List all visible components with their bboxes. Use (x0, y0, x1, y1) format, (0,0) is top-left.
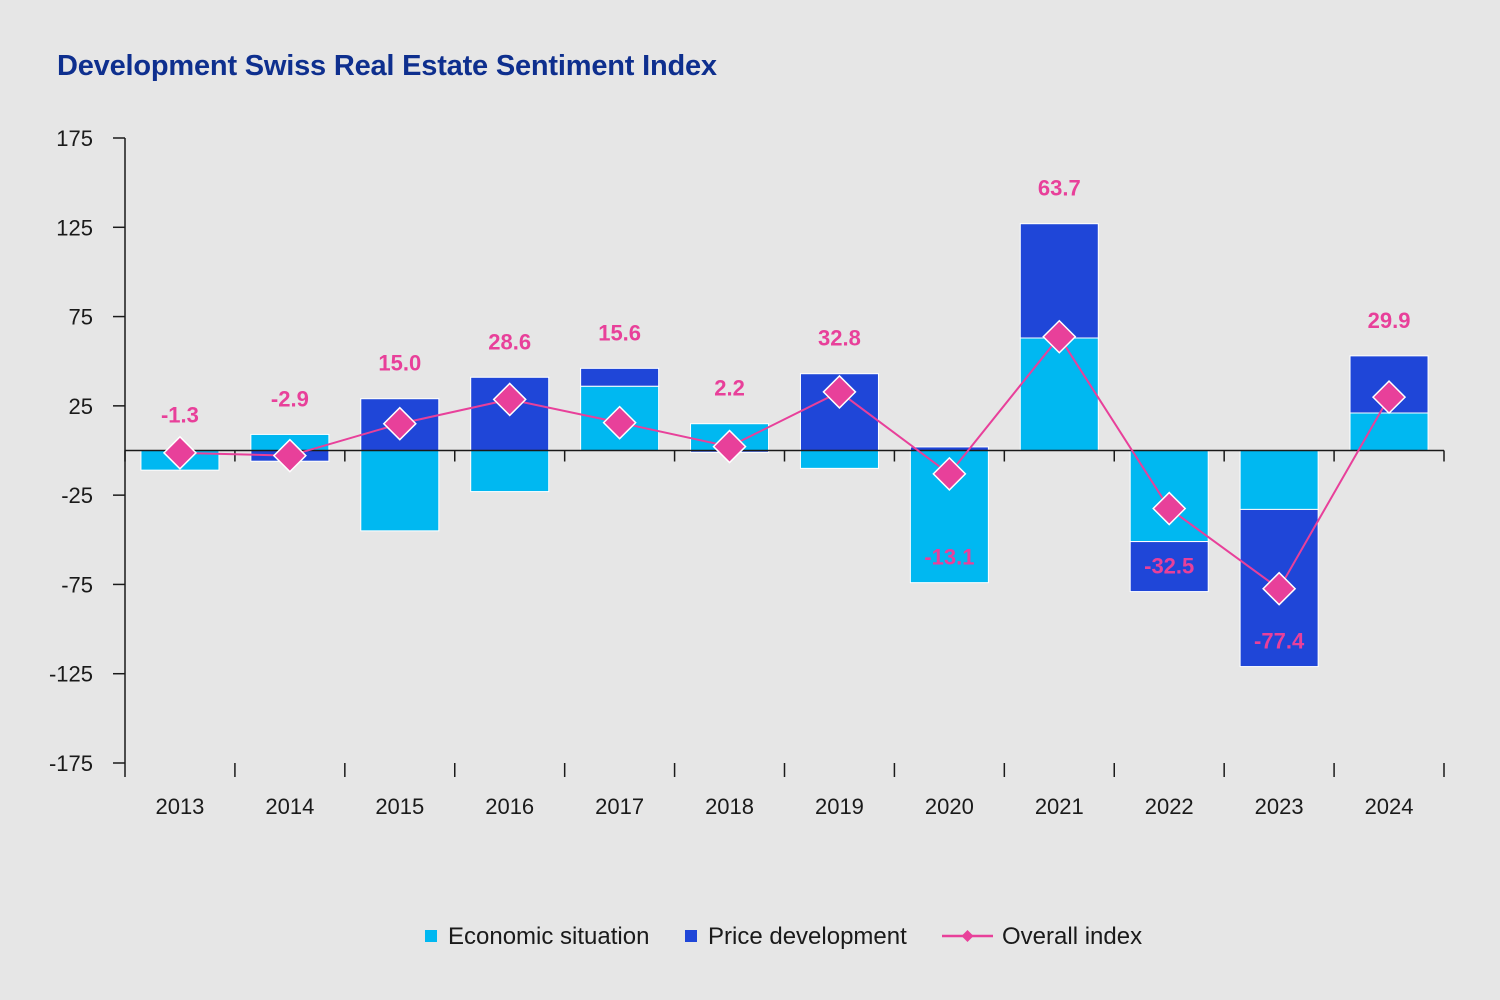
y-tick-label: -125 (49, 662, 93, 687)
bar-economic-situation (1239, 450, 1319, 510)
overall-index-marker (1152, 491, 1187, 526)
data-label: 15.0 (378, 351, 421, 376)
overall-index-layer (162, 319, 1407, 606)
legend-swatch-economic-situation (425, 930, 437, 942)
y-axis: 175 125 75 25 -25 -75 -125 -175 (49, 126, 126, 776)
bar-economic-situation (1019, 337, 1099, 451)
legend-label-economic-situation: Economic situation (448, 923, 649, 950)
x-tick-label: 2018 (705, 794, 754, 819)
y-tick-label: -75 (61, 572, 93, 597)
x-tick-label: 2024 (1365, 794, 1414, 819)
overall-index-marker (712, 429, 747, 464)
overall-index-marker (1042, 319, 1077, 354)
bar-economic-situation (470, 450, 550, 493)
data-labels-layer: -1.3 -2.9 15.0 28.6 15.6 2.2 32.8 -13.1 63.7 -32.… (161, 176, 1410, 654)
data-label: -2.9 (271, 386, 309, 411)
bar-economic-situation (360, 450, 440, 532)
overall-index-marker (492, 382, 527, 417)
legend-label-price-development: Price development (708, 923, 907, 950)
overall-index-marker (932, 456, 967, 491)
bar-economic-situation (799, 450, 879, 469)
x-tick-label: 2016 (485, 794, 534, 819)
x-tick-label: 2022 (1145, 794, 1194, 819)
data-label: 29.9 (1368, 308, 1411, 333)
bar-price-development (580, 367, 660, 387)
y-tick-label: 125 (56, 215, 93, 240)
overall-index-marker (382, 406, 417, 441)
data-label: 28.6 (488, 329, 531, 354)
overall-index-marker (162, 435, 198, 470)
overall-index-marker (822, 374, 857, 409)
overall-index-marker (1371, 380, 1407, 415)
x-axis: 2013 2014 2015 2016 2017 2018 2019 2020 2021 2022… (124, 449, 1445, 819)
data-label: 63.7 (1038, 176, 1081, 201)
legend-swatch-overall-index-marker (961, 930, 974, 942)
data-label: -13.1 (924, 545, 974, 570)
data-label: -32.5 (1144, 554, 1194, 579)
data-label: 15.6 (598, 320, 641, 345)
data-label: 2.2 (714, 376, 745, 401)
x-tick-label: 2020 (925, 794, 974, 819)
data-label: 32.8 (818, 326, 861, 351)
x-tick-label: 2023 (1255, 794, 1304, 819)
legend-swatch-price-development (685, 930, 697, 942)
x-tick-label: 2017 (595, 794, 644, 819)
x-tick-label: 2013 (155, 794, 204, 819)
overall-index-line (179, 335, 1390, 591)
legend: Economic situation Price development Overa… (425, 923, 1142, 950)
bar-price-development (1129, 541, 1209, 593)
chart-title: Development Swiss Real Estate Sentiment … (57, 50, 717, 82)
x-tick-label: 2021 (1035, 794, 1084, 819)
legend-label-overall-index: Overall index (1002, 923, 1142, 950)
x-tick-label: 2019 (815, 794, 864, 819)
data-label: -77.4 (1254, 629, 1305, 654)
y-tick-label: -175 (49, 751, 93, 776)
y-tick-label: 75 (69, 305, 93, 330)
y-tick-label: 175 (56, 126, 93, 151)
y-tick-label: -25 (61, 483, 93, 508)
overall-index-marker (272, 438, 307, 473)
overall-index-marker (1262, 571, 1297, 606)
bar-price-development (1019, 223, 1099, 339)
data-label: -1.3 (161, 403, 199, 428)
overall-index-marker (602, 405, 637, 440)
x-tick-label: 2014 (265, 794, 314, 819)
x-tick-label: 2015 (375, 794, 424, 819)
bars-layer (140, 223, 1429, 668)
y-tick-label: 25 (69, 394, 93, 419)
